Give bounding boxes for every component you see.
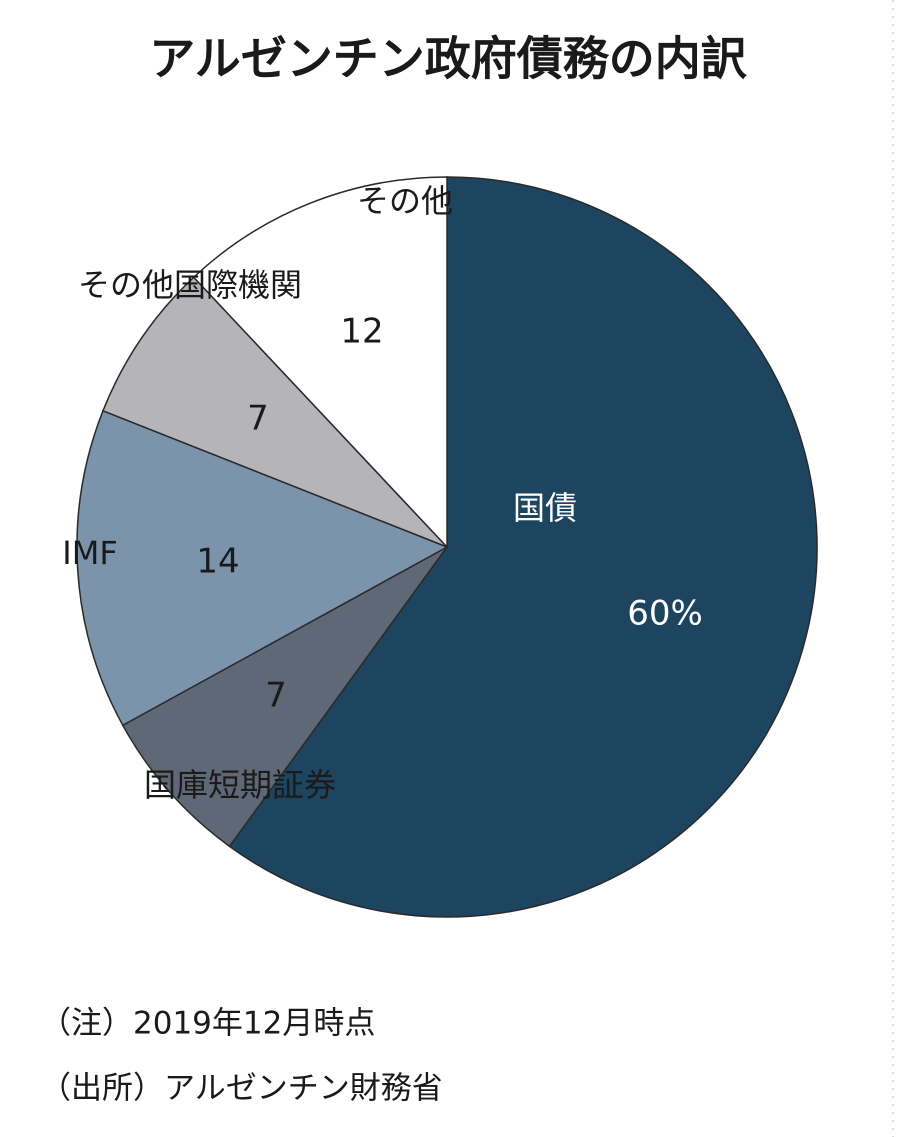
value-label: 60% <box>627 594 703 634</box>
pie-slice <box>228 176 818 918</box>
pie-slice <box>76 409 449 727</box>
value-label: 14 <box>196 542 239 582</box>
category-label: その他国際機関 <box>78 266 302 304</box>
category-label: 国庫短期証券 <box>144 766 336 804</box>
value-label: 7 <box>247 399 269 439</box>
category-label: その他 <box>357 182 453 220</box>
source: （出所）アルゼンチン財務省 <box>40 1071 443 1107</box>
pie-slice <box>121 546 448 848</box>
pie-slice <box>192 176 448 549</box>
chart-title: アルゼンチン政府債務の内訳 <box>149 32 748 86</box>
category-label: IMF <box>62 534 117 572</box>
category-label: 国債 <box>513 489 577 527</box>
value-label: 7 <box>265 676 287 716</box>
note: （注）2019年12月時点 <box>40 1006 375 1042</box>
pie-slice <box>102 276 448 548</box>
value-label: 12 <box>340 312 383 352</box>
